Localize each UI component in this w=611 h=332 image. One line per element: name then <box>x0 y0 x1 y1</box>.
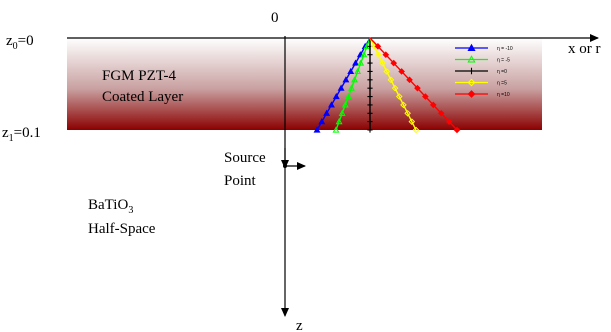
curve-marker-eta5 <box>391 84 399 92</box>
legend-label-eta5: η = -5 <box>497 58 510 64</box>
curve-marker-eta10 <box>382 51 390 59</box>
curve-marker-eta10 <box>318 118 326 125</box>
source-label-line2: Point <box>224 173 257 189</box>
origin-label: 0 <box>271 10 279 26</box>
curve-marker-eta10 <box>332 92 340 100</box>
curve-marker-eta5 <box>344 92 352 100</box>
curve-marker-eta10 <box>352 59 359 66</box>
curve-marker-eta5 <box>375 51 382 59</box>
curve-marker-eta5 <box>360 51 368 58</box>
curve-marker-eta0 <box>367 93 373 100</box>
curve-marker-eta10 <box>374 43 382 50</box>
legend-label-eta5: η =5 <box>497 81 507 87</box>
curve-marker-eta10 <box>453 126 461 134</box>
curve-marker-eta10 <box>445 118 453 125</box>
curve-marker-eta5 <box>387 76 395 84</box>
curve-marker-eta10 <box>323 109 331 116</box>
curve-marker-eta5 <box>408 118 416 125</box>
half-space-label-line2: Half-Space <box>88 221 156 237</box>
curve-marker-eta5 <box>341 101 349 108</box>
curve-marker-eta0 <box>367 77 373 83</box>
curve-marker-eta5 <box>335 118 343 125</box>
curve-marker-eta0 <box>367 119 373 125</box>
curve-marker-eta10 <box>422 93 429 100</box>
curve-marker-eta5 <box>395 93 403 100</box>
source-point <box>283 164 287 168</box>
legend-marker-eta0 <box>468 67 475 75</box>
z0-label: z0=0 <box>6 33 34 52</box>
curve-marker-eta5 <box>348 84 355 91</box>
curve-marker-eta10 <box>390 59 398 67</box>
curve-marker-eta5 <box>338 109 346 116</box>
curve-marker-eta5 <box>412 126 420 134</box>
curve-marker-eta10 <box>437 109 445 117</box>
curve-marker-eta10 <box>347 67 355 75</box>
legend-marker-eta5 <box>467 55 476 63</box>
curve-group <box>313 37 461 134</box>
layer-label-line1: FGM PZT-4 <box>102 68 177 84</box>
curve-marker-eta0 <box>367 85 373 91</box>
curve-marker-eta10 <box>398 68 405 75</box>
curve-marker-eta5 <box>404 109 411 117</box>
curve-marker-eta0 <box>367 102 373 108</box>
curve-marker-eta10 <box>429 101 437 109</box>
layer-label-line2: Coated Layer <box>102 89 183 105</box>
curve-marker-eta5 <box>383 68 391 75</box>
legend-label-eta10: η =10 <box>497 92 510 98</box>
legend: η = -10 η = -5 η =0 η =5 η =10 <box>455 43 513 98</box>
coated-layer-band <box>67 38 542 130</box>
z1-label: z1=0.1 <box>2 125 41 144</box>
curve-marker-eta5 <box>400 101 407 109</box>
curve-marker-eta10 <box>414 84 421 92</box>
curve-marker-eta5 <box>351 76 358 83</box>
curve-marker-eta10 <box>328 101 335 108</box>
curve-marker-eta10 <box>313 126 321 133</box>
curve-marker-eta5 <box>354 67 362 75</box>
source-label-line1: Source <box>224 150 266 166</box>
legend-marker-eta10 <box>467 43 476 52</box>
curve-marker-eta5 <box>357 59 365 66</box>
curve-marker-eta0 <box>367 110 373 116</box>
legend-marker-eta10 <box>467 90 476 98</box>
curve-marker-eta0 <box>367 60 373 66</box>
curve-marker-eta10 <box>342 76 350 83</box>
curve-marker-eta10 <box>406 76 413 84</box>
curve-marker-eta5 <box>379 59 386 67</box>
legend-marker-eta5 <box>467 78 476 87</box>
curve-marker-eta0 <box>367 127 373 133</box>
half-space-label-line1: BaTiO3 <box>88 197 133 216</box>
curve-marker-eta0 <box>367 52 373 58</box>
curve-marker-eta0 <box>367 68 373 75</box>
z-axis-label: z <box>296 318 303 332</box>
curve-marker-eta5 <box>332 126 340 133</box>
x-axis-label: x or r <box>568 41 601 57</box>
curve-marker-eta10 <box>337 84 345 91</box>
legend-label-eta0: η =0 <box>497 69 507 75</box>
legend-label-eta10: η = -10 <box>497 46 513 52</box>
